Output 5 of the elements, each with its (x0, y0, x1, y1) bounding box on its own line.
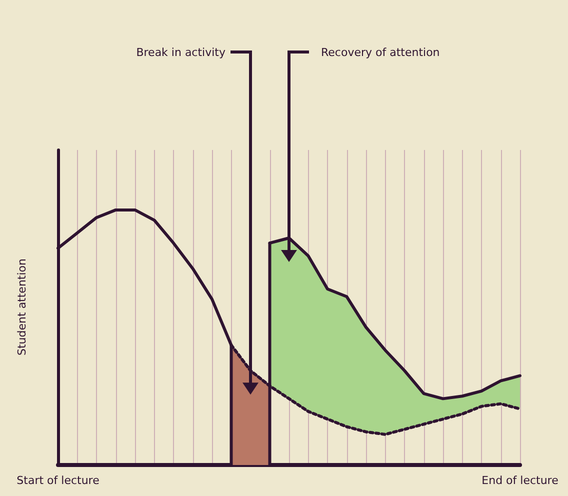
text: Break in activity (136, 46, 226, 59)
x-tick-label: End of lecture (482, 474, 559, 487)
y-axis-title: Student attention (16, 258, 28, 356)
x-tick-label: Start of lecture (16, 474, 100, 487)
text: Recovery of attention (321, 46, 440, 59)
